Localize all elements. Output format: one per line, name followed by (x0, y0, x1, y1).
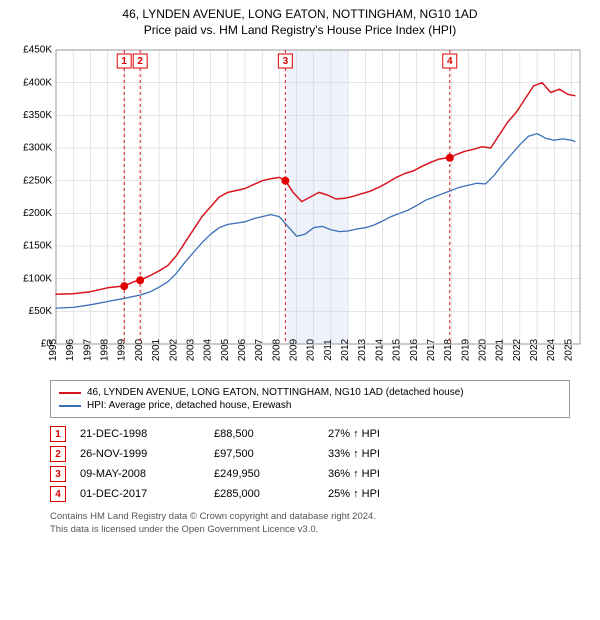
x-tick-label: 2019 (460, 338, 471, 361)
footer-line-2: This data is licensed under the Open Gov… (50, 523, 570, 536)
x-tick-label: 2025 (563, 338, 574, 361)
price-chart-svg: £0£50K£100K£150K£200K£250K£300K£350K£400… (10, 44, 590, 374)
sale-row-date: 09-MAY-2008 (80, 468, 200, 480)
sale-row: 1 21-DEC-1998 £88,500 27% ↑ HPI (50, 426, 570, 442)
x-tick-label: 1999 (117, 338, 128, 361)
sale-row: 2 26-NOV-1999 £97,500 33% ↑ HPI (50, 446, 570, 462)
sale-row-pct: 36% ↑ HPI (328, 468, 468, 480)
sale-row-date: 21-DEC-1998 (80, 428, 200, 440)
legend-item: HPI: Average price, detached house, Erew… (59, 400, 561, 411)
sale-callout-number: 3 (283, 56, 289, 67)
x-tick-label: 2004 (203, 338, 214, 361)
x-tick-label: 2015 (392, 338, 403, 361)
x-tick-label: 2023 (529, 338, 540, 361)
sale-callout-number: 1 (121, 56, 127, 67)
recession-band (286, 50, 348, 344)
y-tick-label: £50K (29, 306, 53, 317)
x-tick-label: 2001 (151, 338, 162, 361)
x-tick-label: 1998 (100, 338, 111, 361)
x-tick-label: 1997 (82, 338, 93, 361)
sale-row: 3 09-MAY-2008 £249,950 36% ↑ HPI (50, 466, 570, 482)
x-tick-label: 2008 (271, 338, 282, 361)
footer-attribution: Contains HM Land Registry data © Crown c… (50, 510, 570, 536)
y-tick-label: £400K (23, 77, 52, 88)
sale-row-pct: 25% ↑ HPI (328, 488, 468, 500)
x-tick-label: 2012 (340, 338, 351, 361)
sale-marker-dot (446, 154, 454, 162)
legend: 46, LYNDEN AVENUE, LONG EATON, NOTTINGHA… (50, 380, 570, 418)
sale-row-badge: 4 (50, 486, 66, 502)
title-line-2: Price paid vs. HM Land Registry's House … (0, 22, 600, 38)
chart-title-block: 46, LYNDEN AVENUE, LONG EATON, NOTTINGHA… (0, 0, 600, 38)
legend-swatch (59, 392, 81, 394)
x-tick-label: 1995 (48, 338, 59, 361)
legend-item: 46, LYNDEN AVENUE, LONG EATON, NOTTINGHA… (59, 387, 561, 398)
sale-row-price: £249,950 (214, 468, 314, 480)
x-tick-label: 2021 (495, 338, 506, 361)
x-tick-label: 2016 (409, 338, 420, 361)
y-tick-label: £200K (23, 208, 52, 219)
x-tick-label: 2009 (289, 338, 300, 361)
x-tick-label: 2000 (134, 338, 145, 361)
y-tick-label: £300K (23, 143, 52, 154)
sale-row: 4 01-DEC-2017 £285,000 25% ↑ HPI (50, 486, 570, 502)
sale-row-price: £97,500 (214, 448, 314, 460)
x-tick-label: 2013 (357, 338, 368, 361)
chart-area: £0£50K£100K£150K£200K£250K£300K£350K£400… (10, 44, 590, 374)
footer-line-1: Contains HM Land Registry data © Crown c… (50, 510, 570, 523)
x-tick-label: 2018 (443, 338, 454, 361)
x-tick-label: 2002 (168, 338, 179, 361)
y-tick-label: £100K (23, 273, 52, 284)
sale-row-price: £88,500 (214, 428, 314, 440)
x-tick-label: 2011 (323, 339, 334, 361)
legend-label: HPI: Average price, detached house, Erew… (87, 400, 291, 411)
x-tick-label: 2024 (546, 338, 557, 361)
y-tick-label: £150K (23, 241, 52, 252)
x-tick-label: 2017 (426, 338, 437, 361)
sale-row-pct: 33% ↑ HPI (328, 448, 468, 460)
x-tick-label: 2007 (254, 338, 265, 361)
sale-marker-dot (136, 276, 144, 284)
sale-row-badge: 1 (50, 426, 66, 442)
x-tick-label: 2020 (478, 338, 489, 361)
sale-callout-number: 2 (137, 56, 143, 67)
sale-row-badge: 3 (50, 466, 66, 482)
x-tick-label: 2014 (374, 338, 385, 361)
x-tick-label: 1996 (65, 338, 76, 361)
y-tick-label: £350K (23, 110, 52, 121)
x-tick-label: 2003 (185, 338, 196, 361)
sale-row-badge: 2 (50, 446, 66, 462)
sale-row-date: 26-NOV-1999 (80, 448, 200, 460)
x-tick-label: 2006 (237, 338, 248, 361)
sales-table: 1 21-DEC-1998 £88,500 27% ↑ HPI 2 26-NOV-1999… (50, 426, 570, 502)
legend-label: 46, LYNDEN AVENUE, LONG EATON, NOTTINGHA… (87, 387, 464, 398)
y-tick-label: £250K (23, 175, 52, 186)
sale-row-price: £285,000 (214, 488, 314, 500)
y-tick-label: £450K (23, 45, 52, 56)
x-tick-label: 2010 (306, 338, 317, 361)
sale-marker-dot (281, 177, 289, 185)
legend-swatch (59, 405, 81, 407)
sale-marker-dot (120, 282, 128, 290)
x-tick-label: 2022 (512, 338, 523, 361)
sale-row-date: 01-DEC-2017 (80, 488, 200, 500)
chart-container: { "title": { "line1": "46, LYNDEN AVENUE… (0, 0, 600, 620)
x-tick-label: 2005 (220, 338, 231, 361)
sale-row-pct: 27% ↑ HPI (328, 428, 468, 440)
sale-callout-number: 4 (447, 56, 453, 67)
title-line-1: 46, LYNDEN AVENUE, LONG EATON, NOTTINGHA… (0, 6, 600, 22)
